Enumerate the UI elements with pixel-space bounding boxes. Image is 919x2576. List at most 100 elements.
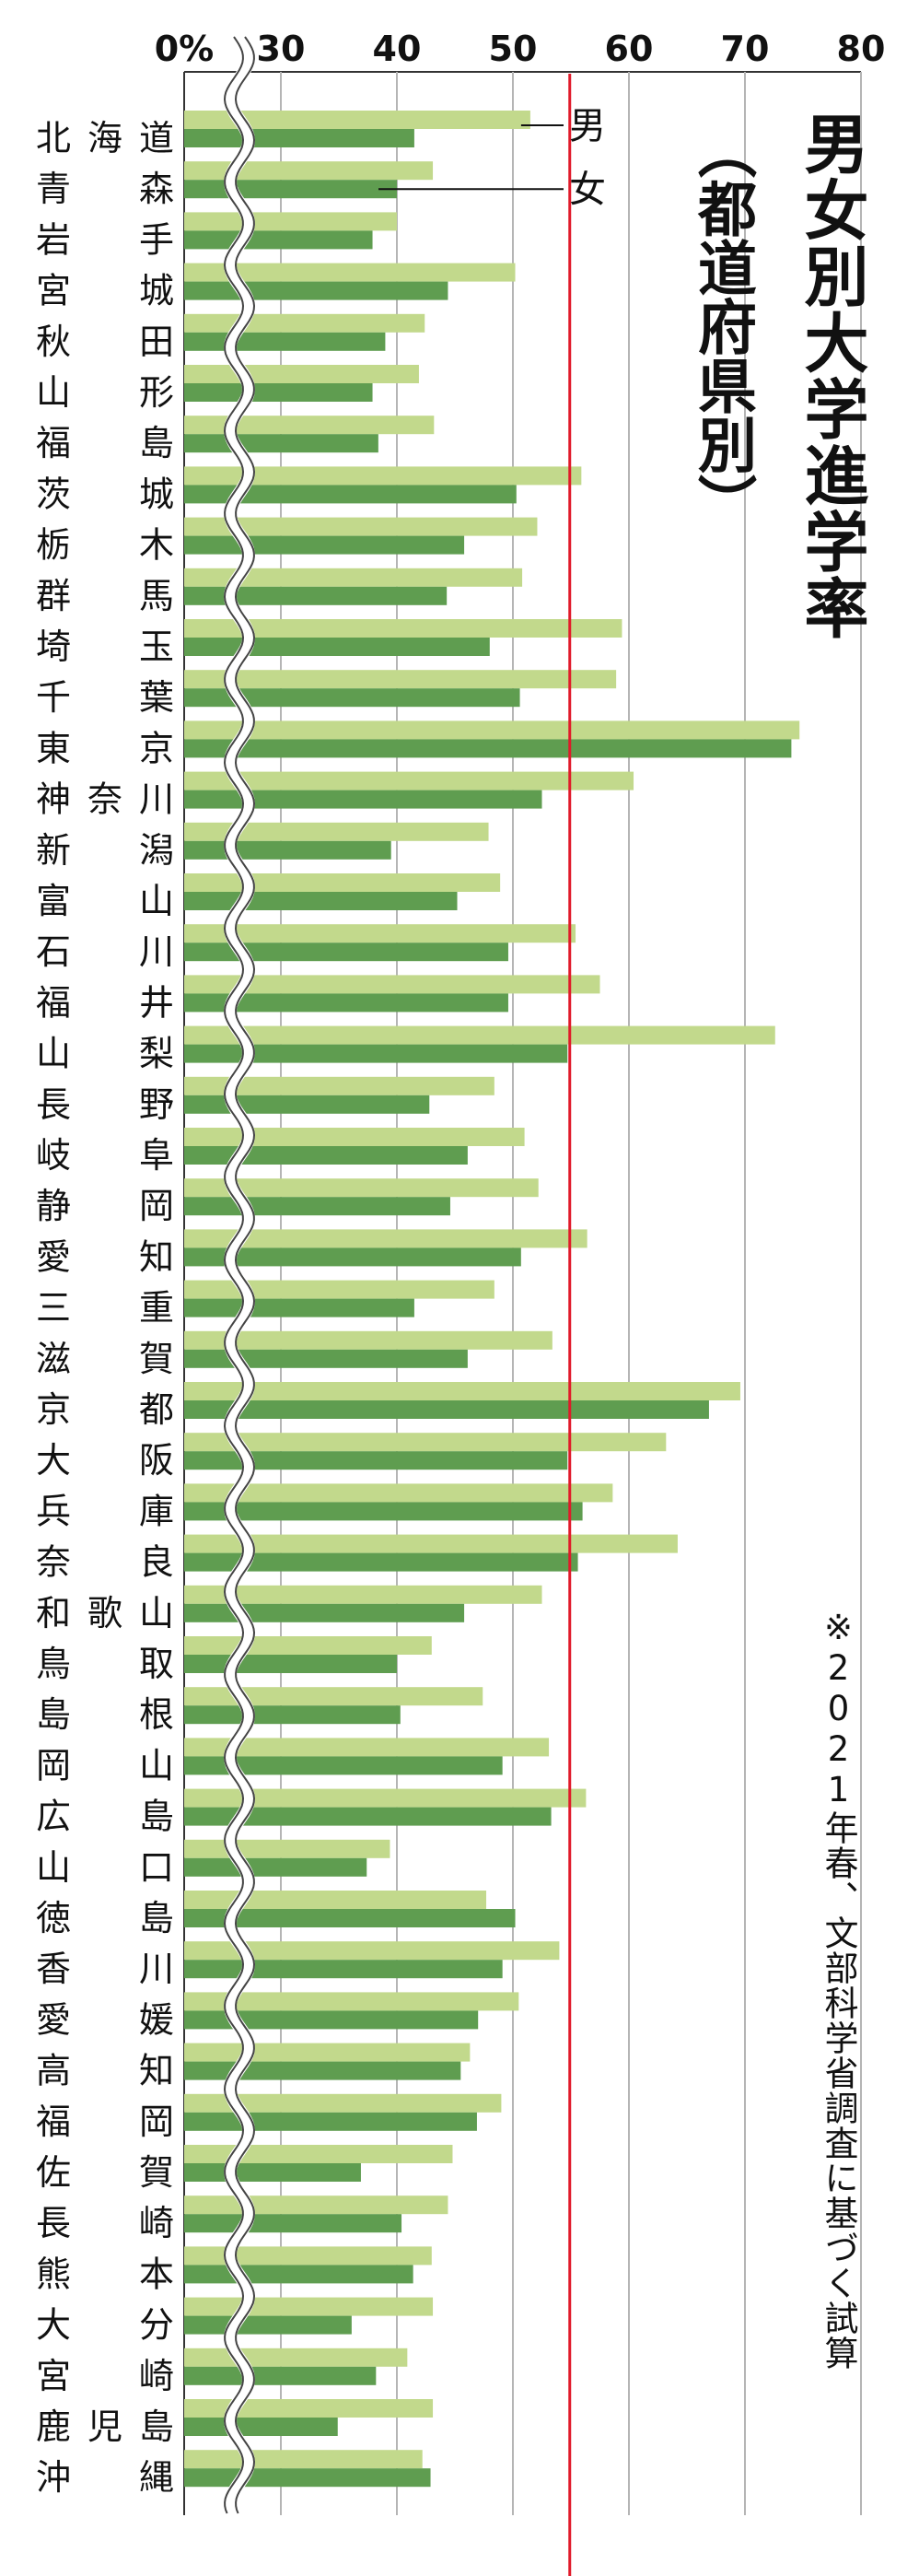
category-char: 縄 [139, 2457, 174, 2498]
x-tick-label-60: 60 [605, 29, 654, 69]
category-label-14: 新潟 [36, 830, 174, 871]
bar-female-38 [184, 2061, 461, 2080]
category-char: 山 [36, 372, 71, 413]
category-char: 大 [36, 1440, 71, 1481]
category-char: 沖 [36, 2457, 71, 2498]
category-label-29: 和歌山 [36, 1593, 174, 1633]
category-char: 阜 [139, 1135, 174, 1176]
category-char: 鹿 [36, 2406, 71, 2447]
category-label-2: 岩手 [36, 219, 174, 260]
category-char: 岩 [36, 219, 71, 260]
bar-male-4 [184, 313, 425, 333]
bar-male-37 [184, 1992, 519, 2011]
category-label-21: 静岡 [36, 1186, 174, 1226]
category-char: 京 [36, 1389, 71, 1430]
category-label-38: 高知 [36, 2051, 174, 2091]
bar-male-31 [184, 1687, 483, 1706]
category-char: 熊 [36, 2254, 71, 2294]
category-label-46: 沖縄 [36, 2457, 174, 2498]
category-char: 森 [139, 169, 174, 209]
bar-male-46 [184, 2450, 423, 2469]
bar-male-5 [184, 365, 419, 383]
bar-female-41 [184, 2214, 402, 2233]
bar-male-29 [184, 1585, 542, 1604]
category-char: 北 [36, 118, 71, 158]
category-char: 福 [36, 982, 71, 1023]
category-char: 福 [36, 2102, 71, 2142]
category-label-1: 青森 [36, 169, 174, 209]
category-label-30: 鳥取 [36, 1644, 174, 1684]
bar-female-28 [184, 1552, 578, 1572]
category-label-43: 大分 [36, 2305, 174, 2346]
bar-female-14 [184, 840, 391, 860]
category-labels: 北海道青 森岩 手宮 城秋 田山 形福 島茨 城栃 木群 馬埼 玉千 葉東 京神奈川新 潟富 山石 川福 井山梨… [36, 118, 174, 2498]
category-label-17: 福井 [36, 982, 174, 1023]
category-char: 媛 [139, 1999, 174, 2040]
bars [184, 111, 800, 2488]
bar-male-35 [184, 1891, 487, 1909]
category-label-41: 長崎 [36, 2203, 174, 2243]
category-char: 島 [139, 423, 174, 463]
category-char: 山 [139, 1593, 174, 1633]
bar-male-17 [184, 975, 600, 994]
category-label-26: 大阪 [36, 1440, 174, 1481]
category-char: 岡 [139, 2102, 174, 2142]
bar-male-39 [184, 2093, 502, 2113]
category-char: 口 [139, 1847, 174, 1888]
category-label-35: 徳島 [36, 1898, 174, 1938]
bar-female-25 [184, 1400, 709, 1419]
bar-male-1 [184, 161, 434, 181]
bar-male-18 [184, 1025, 775, 1045]
category-char: 群 [36, 576, 71, 616]
category-char: 田 [139, 322, 174, 362]
category-char: 形 [139, 372, 174, 413]
category-char: 岡 [36, 1745, 71, 1786]
bar-male-22 [184, 1229, 587, 1248]
category-char: 東 [36, 728, 71, 768]
category-label-42: 熊本 [36, 2254, 174, 2294]
category-char: 三 [36, 1288, 71, 1329]
category-char: 香 [36, 1949, 71, 1989]
category-label-22: 愛知 [36, 1236, 174, 1277]
category-char: 広 [36, 1797, 71, 1837]
category-char: 愛 [36, 1236, 71, 1277]
category-char: 栃 [36, 525, 71, 566]
bar-female-12 [184, 739, 792, 758]
bar-male-25 [184, 1382, 740, 1400]
category-label-18: 山梨 [36, 1034, 174, 1074]
category-label-8: 栃木 [36, 525, 174, 566]
category-char: 道 [139, 118, 174, 158]
category-char: 岡 [139, 1186, 174, 1226]
bar-male-2 [184, 212, 397, 231]
category-label-34: 山口 [36, 1847, 174, 1888]
category-label-4: 秋田 [36, 322, 174, 362]
category-char: 歌 [87, 1593, 122, 1633]
category-char: 城 [139, 474, 174, 514]
category-char: 鳥 [36, 1644, 71, 1684]
bar-male-23 [184, 1280, 494, 1299]
category-char: 新 [36, 830, 71, 871]
bar-male-33 [184, 1788, 587, 1808]
bar-female-18 [184, 1044, 568, 1063]
category-char: 島 [139, 1898, 174, 1938]
bar-female-34 [184, 1857, 367, 1877]
break-gap [223, 32, 256, 2516]
bar-male-43 [184, 2297, 434, 2316]
bar-female-2 [184, 230, 373, 250]
bar-male-21 [184, 1178, 539, 1198]
category-char: 滋 [36, 1339, 71, 1379]
bar-male-16 [184, 924, 576, 943]
bar-male-32 [184, 1738, 550, 1757]
category-label-28: 奈良 [36, 1542, 174, 1583]
bar-female-13 [184, 790, 542, 809]
category-char: 島 [139, 2406, 174, 2447]
bar-female-10 [184, 638, 490, 656]
category-char: 野 [139, 1084, 174, 1125]
bar-female-4 [184, 332, 386, 351]
category-char: 高 [36, 2051, 71, 2091]
category-label-27: 兵庫 [36, 1491, 174, 1531]
category-char: 川 [139, 931, 174, 972]
category-char: 山 [36, 1847, 71, 1888]
bar-female-21 [184, 1197, 450, 1216]
bar-male-40 [184, 2145, 453, 2163]
